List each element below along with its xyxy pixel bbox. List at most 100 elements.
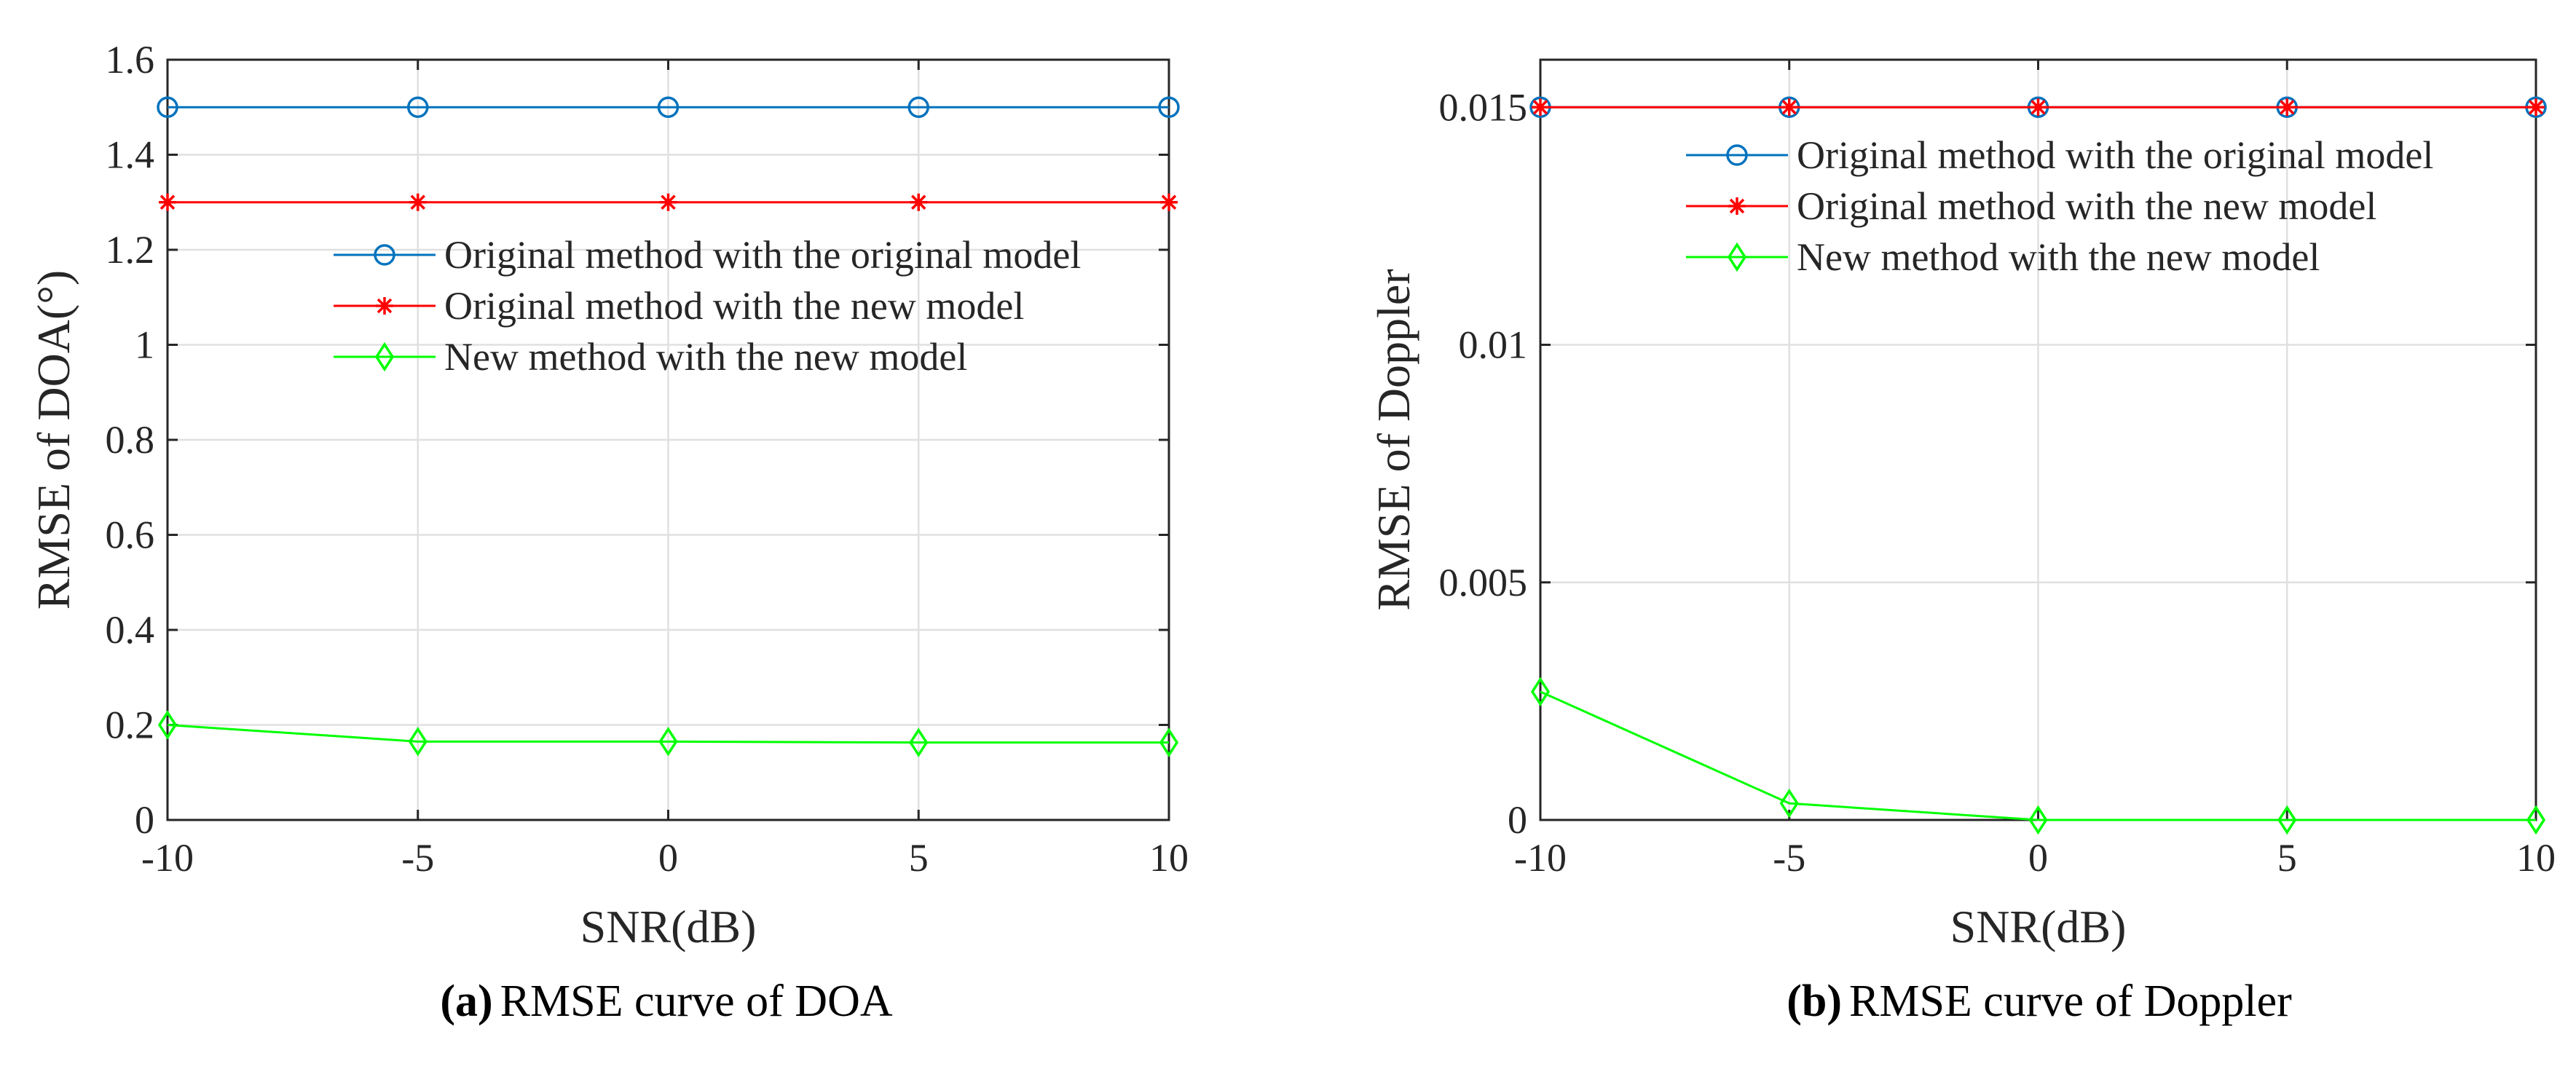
series-1 bbox=[159, 193, 1178, 211]
star-stroke bbox=[661, 194, 676, 210]
legend-marker bbox=[1727, 242, 1747, 272]
legend-marker bbox=[374, 244, 395, 266]
y-axis-label: RMSE of DOA(°) bbox=[28, 270, 79, 610]
series-line bbox=[1540, 690, 2536, 821]
data-point bbox=[1158, 96, 1180, 118]
data-point bbox=[1779, 788, 1799, 818]
caption-tag: (b) bbox=[1787, 977, 1842, 1026]
x-tick-label: 10 bbox=[2516, 836, 2556, 880]
figure-caption: (b) RMSE curve of Doppler bbox=[1787, 977, 2292, 1026]
x-tick-label: 0 bbox=[2028, 836, 2048, 880]
star-stroke bbox=[2528, 100, 2544, 115]
data-point bbox=[910, 193, 928, 211]
legend-marker bbox=[374, 342, 395, 372]
legend-item: New method with the new model bbox=[334, 335, 967, 379]
data-point bbox=[2526, 805, 2546, 835]
star-stroke bbox=[1729, 198, 1745, 214]
data-point bbox=[909, 727, 929, 757]
x-tick-label: 0 bbox=[658, 836, 678, 880]
figure-caption: (a) RMSE curve of DOA bbox=[440, 977, 893, 1026]
data-point bbox=[407, 96, 429, 118]
legend-item: New method with the new model bbox=[1686, 235, 2320, 279]
legend-item: Original method with the new model bbox=[1686, 184, 2376, 228]
star-stroke bbox=[911, 194, 926, 210]
data-point bbox=[659, 193, 677, 211]
series-line bbox=[167, 724, 1169, 744]
data-point bbox=[2527, 98, 2545, 117]
data-point bbox=[157, 710, 178, 740]
x-tick-label: 5 bbox=[2277, 836, 2297, 880]
x-tick-label: -5 bbox=[1773, 836, 1805, 880]
data-point bbox=[159, 193, 176, 211]
y-tick-label: 0.6 bbox=[106, 513, 155, 557]
x-axis-label: SNR(dB) bbox=[1950, 901, 2127, 952]
series-1 bbox=[1532, 98, 2545, 117]
legend-marker bbox=[376, 297, 393, 315]
star-stroke bbox=[2280, 100, 2295, 115]
series-2 bbox=[157, 710, 1179, 757]
data-point bbox=[2028, 805, 2048, 835]
chart-panel-b: -10 -5 0 5 10 0 0.005 0.01 0.015 SNR(dB) RMSE of D… bbox=[1368, 58, 2556, 1026]
y-tick-label: 0.015 bbox=[1439, 85, 1528, 129]
legend: Original method with the original model O… bbox=[1686, 133, 2433, 279]
y-tick-label: 1.6 bbox=[106, 38, 155, 82]
data-point bbox=[907, 96, 929, 118]
legend-item: Original method with the original model bbox=[334, 233, 1081, 277]
caption-text: RMSE curve of DOA bbox=[500, 977, 893, 1026]
legend-label: Original method with the original model bbox=[444, 233, 1081, 277]
caption-tag: (a) bbox=[440, 977, 492, 1026]
y-axis-label: RMSE of Doppler bbox=[1368, 269, 1419, 610]
data-point bbox=[2029, 98, 2047, 117]
data-point bbox=[409, 193, 427, 211]
star-stroke bbox=[2031, 100, 2046, 115]
y-tick-label: 1.2 bbox=[106, 228, 155, 272]
x-axis-label: SNR(dB) bbox=[580, 901, 757, 952]
legend-label: New method with the new model bbox=[1797, 235, 2320, 279]
x-tick-label: -10 bbox=[141, 836, 194, 880]
star-stroke bbox=[377, 298, 393, 314]
star-stroke bbox=[159, 194, 176, 210]
data-point bbox=[408, 727, 428, 757]
data-point bbox=[1159, 727, 1179, 757]
legend-item: Original method with the original model bbox=[1686, 133, 2433, 177]
data-point bbox=[2278, 98, 2296, 117]
legend-marker bbox=[1726, 144, 1748, 166]
y-tick-label: 0 bbox=[1508, 798, 1527, 842]
caption-text: RMSE curve of Doppler bbox=[1849, 977, 2292, 1026]
legend-item: Original method with the new model bbox=[334, 284, 1024, 328]
x-tick-label: 10 bbox=[1149, 836, 1189, 880]
data-point bbox=[657, 96, 680, 118]
data-point bbox=[1160, 193, 1178, 211]
y-tick-label: 0.2 bbox=[106, 703, 155, 747]
chart-panel-a: -10 -5 0 5 10 0 0.2 0.4 0.6 0.8 1 1.2 1.4 1.6 SNR(dB) R… bbox=[28, 38, 1189, 1026]
star-stroke bbox=[410, 194, 425, 210]
data-point bbox=[658, 727, 678, 757]
legend-label: Original method with the new model bbox=[1797, 184, 2376, 228]
y-tick-label: 0 bbox=[135, 798, 154, 842]
data-point bbox=[1532, 98, 1549, 117]
data-point bbox=[1780, 98, 1798, 117]
legend: Original method with the original model O… bbox=[334, 233, 1081, 379]
x-tick-label: -5 bbox=[401, 836, 434, 880]
data-point bbox=[2277, 805, 2297, 835]
legend-marker bbox=[1728, 197, 1746, 215]
star-stroke bbox=[1161, 194, 1177, 210]
y-tick-label: 0.01 bbox=[1459, 323, 1528, 367]
x-tick-label: 5 bbox=[909, 836, 929, 880]
star-stroke bbox=[1532, 100, 1548, 115]
legend-label: Original method with the new model bbox=[444, 284, 1024, 328]
data-point bbox=[157, 96, 178, 118]
series-0 bbox=[157, 96, 1180, 118]
data-point bbox=[1530, 676, 1551, 707]
x-tick-label: -10 bbox=[1514, 836, 1567, 880]
y-tick-label: 0.4 bbox=[106, 608, 155, 652]
legend-label: New method with the new model bbox=[444, 335, 967, 379]
y-tick-label: 0.005 bbox=[1439, 561, 1528, 604]
y-tick-label: 0.8 bbox=[106, 418, 155, 462]
star-stroke bbox=[1781, 100, 1797, 115]
y-tick-label: 1.4 bbox=[106, 133, 155, 177]
legend-label: Original method with the original model bbox=[1797, 133, 2433, 177]
y-tick-label: 1 bbox=[135, 323, 154, 367]
series-2 bbox=[1530, 676, 2546, 835]
